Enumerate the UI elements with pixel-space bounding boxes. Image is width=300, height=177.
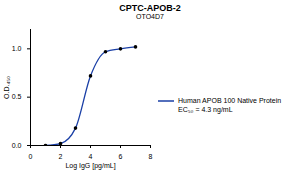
svg-text:8: 8	[149, 153, 153, 160]
html-text:OTO4D7: OTO4D7	[136, 13, 164, 20]
svg-text:4: 4	[89, 153, 93, 160]
svg-text:O.D.₄₅₀: O.D.₄₅₀	[3, 76, 10, 99]
html-text:Human APOB 100 Native Protein: Human APOB 100 Native Protein	[178, 97, 282, 104]
svg-text:0.0: 0.0	[12, 142, 22, 149]
html-text:CPTC-APOB-2: CPTC-APOB-2	[119, 3, 181, 13]
svg-text:0: 0	[29, 153, 33, 160]
svg-text:2: 2	[59, 153, 63, 160]
html-text:EC₅₀ = 4.3 ng/mL: EC₅₀ = 4.3 ng/mL	[178, 106, 233, 113]
svg-text:6: 6	[119, 153, 123, 160]
svg-text:Log IgG [pg/mL]: Log IgG [pg/mL]	[65, 162, 115, 170]
svg-text:1.0: 1.0	[12, 45, 22, 52]
svg-text:0.5: 0.5	[12, 93, 22, 100]
